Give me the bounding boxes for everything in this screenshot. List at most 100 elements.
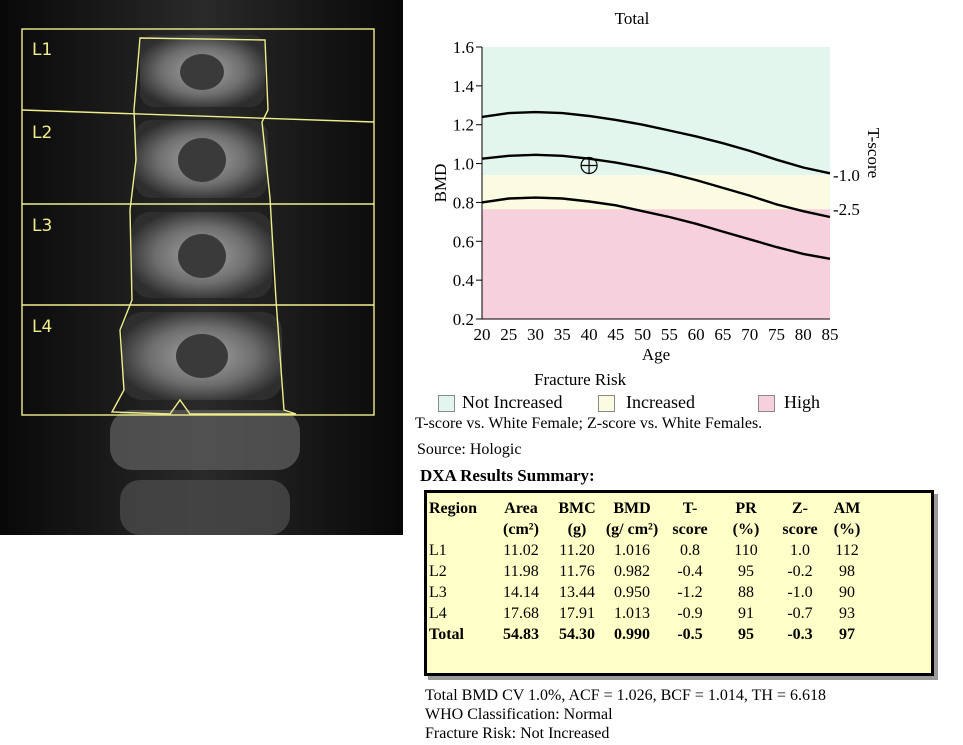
table-cell: -0.5: [677, 626, 703, 643]
table-row: L4 17.68 17.91 1.013 -0.9 91 -0.7 93: [429, 603, 867, 624]
y-tick-label: 0.2: [453, 310, 474, 329]
table-cell: -1.2: [677, 584, 703, 601]
y-tick-label: 0.6: [453, 232, 474, 251]
y-tick-label: 1.4: [453, 77, 475, 96]
x-tick-label: 55: [661, 325, 678, 344]
table-cell: -0.9: [677, 605, 703, 622]
table-cell: 95: [738, 563, 754, 580]
col-unit: (cm²): [503, 521, 539, 538]
x-tick-label: 25: [500, 325, 517, 344]
x-tick-label: 30: [527, 325, 544, 344]
table-cell: 0.8: [680, 542, 700, 559]
table-cell: 1.013: [614, 605, 650, 622]
legend-label-increased: Increased: [626, 392, 695, 412]
col-unit: score: [672, 521, 708, 538]
results-table: Region Area BMC BMD T- PR Z- AM (cm²) (g…: [429, 498, 867, 645]
legend-swatch-high: [758, 395, 775, 412]
table-cell: 13.44: [559, 584, 595, 601]
scan-label-l2: L2: [32, 123, 52, 143]
table-cell: 88: [738, 584, 754, 601]
table-cell: 11.02: [503, 542, 539, 559]
table-cell: L2: [429, 563, 447, 580]
table-cell: 112: [835, 542, 859, 559]
table-header-row: Region Area BMC BMD T- PR Z- AM: [429, 498, 867, 519]
col-header: Region: [429, 500, 477, 517]
x-tick-label: 35: [554, 325, 571, 344]
x-tick-label: 20: [474, 325, 491, 344]
roi-box: [21, 28, 375, 416]
x-tick-label: 40: [581, 325, 598, 344]
col-header: Area: [504, 500, 538, 517]
tscore-label: -1.0: [833, 166, 860, 185]
t-score-axis-label: T-score: [864, 128, 880, 178]
col-unit: (g): [567, 521, 587, 538]
y-tick-label: 1.6: [453, 38, 474, 57]
table-cell: 95: [738, 626, 754, 643]
x-tick-label: 45: [607, 325, 624, 344]
table-cell: 54.30: [559, 626, 595, 643]
y-tick-label: 0.8: [453, 193, 474, 212]
x-tick-label: 65: [714, 325, 731, 344]
table-cell: -0.7: [787, 605, 813, 622]
table-cell: -0.3: [787, 626, 813, 643]
x-tick-label: 80: [795, 325, 812, 344]
table-cell: 14.14: [503, 584, 539, 601]
legend-label-high: High: [784, 392, 820, 412]
x-tick-label: 70: [741, 325, 758, 344]
col-header: T-: [682, 500, 698, 517]
reference-curve-1: [481, 153, 831, 219]
col-header: PR: [735, 500, 757, 517]
x-tick-label: 50: [634, 325, 651, 344]
dxa-spine-image: L1 L2 L3 L4: [0, 0, 403, 535]
col-unit: [429, 519, 491, 540]
reference-note: T-score vs. White Female; Z-score vs. Wh…: [415, 415, 763, 432]
risk-band-2: [482, 209, 830, 319]
table-cell: -0.4: [677, 563, 703, 580]
col-header: BMC: [558, 500, 596, 517]
summary-title: DXA Results Summary:: [420, 466, 595, 485]
legend-label-not-increased: Not Increased: [462, 392, 563, 412]
table-cell: 1.016: [614, 542, 650, 559]
legend-title: Fracture Risk: [534, 370, 627, 389]
table-cell: 17.91: [559, 605, 595, 622]
chart-title: Total: [615, 9, 650, 28]
bmd-cv-line: Total BMD CV 1.0%, ACF = 1.026, BCF = 1.…: [425, 687, 826, 704]
table-cell: 0.982: [614, 563, 650, 580]
x-tick-label: 60: [688, 325, 705, 344]
y-tick-label: 0.4: [453, 271, 475, 290]
table-cell: 91: [738, 605, 754, 622]
fracture-risk-line: Fracture Risk: Not Increased: [425, 725, 610, 742]
bmd-chart: 0.2 0.4 0.6 0.8 1.0 1.2 1.4 1.6 20 25 30 35 40 45 50 55…: [410, 0, 883, 397]
table-cell: L3: [429, 584, 447, 601]
table-cell: L1: [429, 542, 447, 559]
who-classification: WHO Classification: Normal: [425, 706, 613, 723]
legend-swatch-not-increased: [438, 395, 455, 412]
reference-curve-2: [481, 196, 831, 260]
x-tick-label: 75: [768, 325, 785, 344]
col-unit: score: [782, 521, 818, 538]
col-unit: (g/ cm²): [605, 521, 659, 538]
table-header-units-row: (cm²) (g) (g/ cm²) score (%) score (%): [429, 519, 867, 540]
y-tick-label: 1.2: [453, 116, 474, 135]
col-unit: (%): [732, 521, 760, 538]
x-tick-label: 85: [822, 325, 839, 344]
table-cell: 54.83: [503, 626, 539, 643]
table-total-row: Total 54.83 54.30 0.990 -0.5 95 -0.3 97: [429, 624, 867, 645]
bmd-chart-svg: 0.2 0.4 0.6 0.8 1.0 1.2 1.4 1.6 20 25 30 35 40 45 50 55…: [431, 9, 883, 364]
table-cell: 0.950: [614, 584, 650, 601]
table-row: L1 11.02 11.20 1.016 0.8 110 1.0 112: [429, 540, 867, 561]
table-cell: 1.0: [790, 542, 810, 559]
col-header: BMD: [613, 500, 651, 517]
table-cell: 90: [839, 584, 855, 601]
col-header: Z-: [792, 500, 808, 517]
legend-swatch-increased: [598, 395, 615, 412]
col-unit: (%): [833, 521, 861, 538]
reference-curve-0: [481, 110, 831, 175]
y-tick-label: 1.0: [453, 155, 474, 174]
source-text: Source: Hologic: [417, 441, 522, 458]
y-axis-label: BMD: [431, 164, 450, 203]
table-cell: 0.990: [614, 626, 650, 643]
table-cell: 11.98: [503, 563, 539, 580]
table-cell: -0.2: [787, 563, 813, 580]
table-cell: 11.76: [559, 563, 595, 580]
